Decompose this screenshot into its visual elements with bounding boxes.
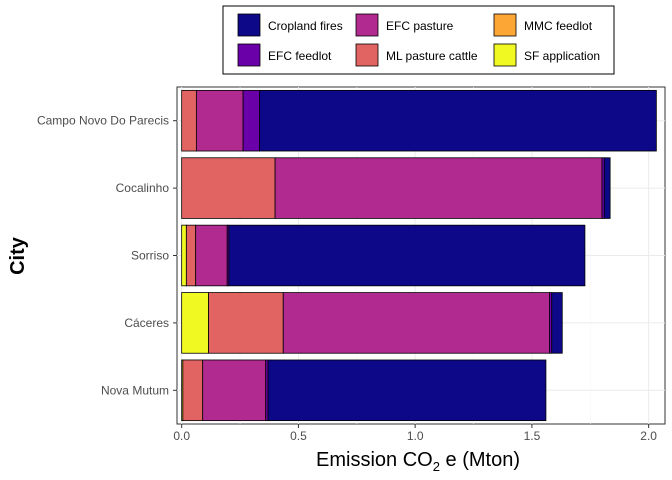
legend-swatch: [237, 43, 261, 67]
legend-swatch: [355, 13, 379, 37]
bar-segment: [181, 292, 209, 354]
bar-segment: [181, 157, 276, 219]
x-tick-label: 1.0: [407, 429, 424, 443]
legend-label: EFC pasture: [386, 19, 454, 33]
x-tick-label: 1.5: [524, 429, 541, 443]
bar-segment: [208, 292, 284, 354]
bar-segment: [195, 89, 244, 152]
bar-segment: [181, 224, 187, 287]
legend: Cropland fires EFC pasture MMC feedlot EFC …: [222, 5, 615, 75]
x-axis-title-subscript: 2: [433, 459, 440, 474]
y-tick-label: Campo Novo Do Parecis: [37, 114, 169, 128]
bar-segment: [185, 224, 197, 287]
legend-swatch: [493, 13, 517, 37]
legend-label: EFC feedlot: [268, 49, 332, 63]
bar-segment: [182, 359, 204, 422]
bar-segment: [603, 157, 611, 219]
bar-segment: [202, 359, 267, 422]
y-tick-label: Cocalinho: [116, 181, 170, 195]
legend-swatch: [493, 43, 517, 67]
bar-segment: [267, 359, 547, 422]
y-tick-label: Nova Mutum: [101, 383, 169, 397]
x-axis-title-main: Emission CO: [316, 449, 433, 471]
x-tick-label: 0.0: [173, 429, 190, 443]
bar-segment: [195, 224, 228, 287]
bar-segment: [259, 89, 657, 152]
bar-segment: [181, 89, 197, 152]
legend-label: MMC feedlot: [524, 19, 593, 33]
bar-segment: [242, 89, 260, 152]
bar-segment: [274, 157, 603, 219]
y-tick-labels: Campo Novo Do Parecis Cocalinho Sorriso Các…: [37, 114, 177, 397]
bar-segment: [282, 292, 550, 354]
legend-label: Cropland fires: [268, 19, 343, 33]
x-tick-label: 2.0: [640, 429, 657, 443]
legend-swatch: [237, 13, 261, 37]
y-axis-title: City: [7, 236, 29, 275]
bar-layer: [181, 89, 657, 422]
legend-box: [222, 5, 615, 75]
x-axis-title: Emission CO2 e (Mton): [316, 449, 520, 474]
x-axis-title-rest: e (Mton): [440, 449, 520, 471]
legend-label: ML pasture cattle: [386, 49, 478, 63]
x-tick-label: 0.5: [290, 429, 307, 443]
legend-swatch: [355, 43, 379, 67]
y-tick-label: Sorriso: [131, 249, 169, 263]
x-tick-labels: 0.0 0.5 1.0 1.5 2.0: [173, 424, 657, 443]
y-tick-label: Cáceres: [124, 316, 169, 330]
legend-label: SF application: [524, 49, 600, 63]
bar-segment: [551, 292, 563, 354]
bar-segment: [228, 224, 586, 287]
